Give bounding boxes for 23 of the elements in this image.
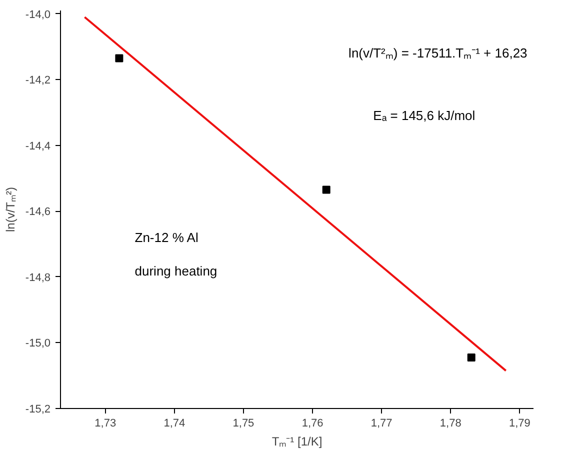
x-tick-label: 1,75 xyxy=(232,418,254,430)
annotation: Eₐ = 145,6 kJ/mol xyxy=(373,108,476,124)
x-tick-label: 1,78 xyxy=(440,418,462,430)
y-tick-label: -14,6 xyxy=(25,206,51,218)
x-tick-label: 1,73 xyxy=(94,418,116,430)
point xyxy=(322,186,330,194)
y-tick-label: -14,0 xyxy=(25,8,51,21)
y-tick-label: -15,2 xyxy=(25,404,51,416)
x-axis-title: Tₘ⁻¹ [1/K] xyxy=(272,434,322,448)
y-tick-label: -15,0 xyxy=(25,338,51,350)
y-tick-label: -14,2 xyxy=(25,74,51,87)
y-axis-title: ln(v/Tₘ²) xyxy=(3,186,18,232)
y-tick-label: -14,8 xyxy=(25,272,51,284)
x-tick-label: 1,74 xyxy=(164,418,186,430)
y-tick-label: -14,4 xyxy=(25,140,51,152)
point xyxy=(467,354,476,362)
x-tick-label: 1,76 xyxy=(302,418,324,430)
annotation: ln(v/T²ₘ) = -17511.Tₘ⁻¹ + 16,23 xyxy=(348,46,528,61)
annotation: during heating xyxy=(134,264,218,279)
annotation: Zn-12 % Al xyxy=(134,230,198,245)
x-tick-label: 1,77 xyxy=(370,418,392,430)
x-tick-label: 1,79 xyxy=(508,418,530,430)
point xyxy=(115,54,124,62)
